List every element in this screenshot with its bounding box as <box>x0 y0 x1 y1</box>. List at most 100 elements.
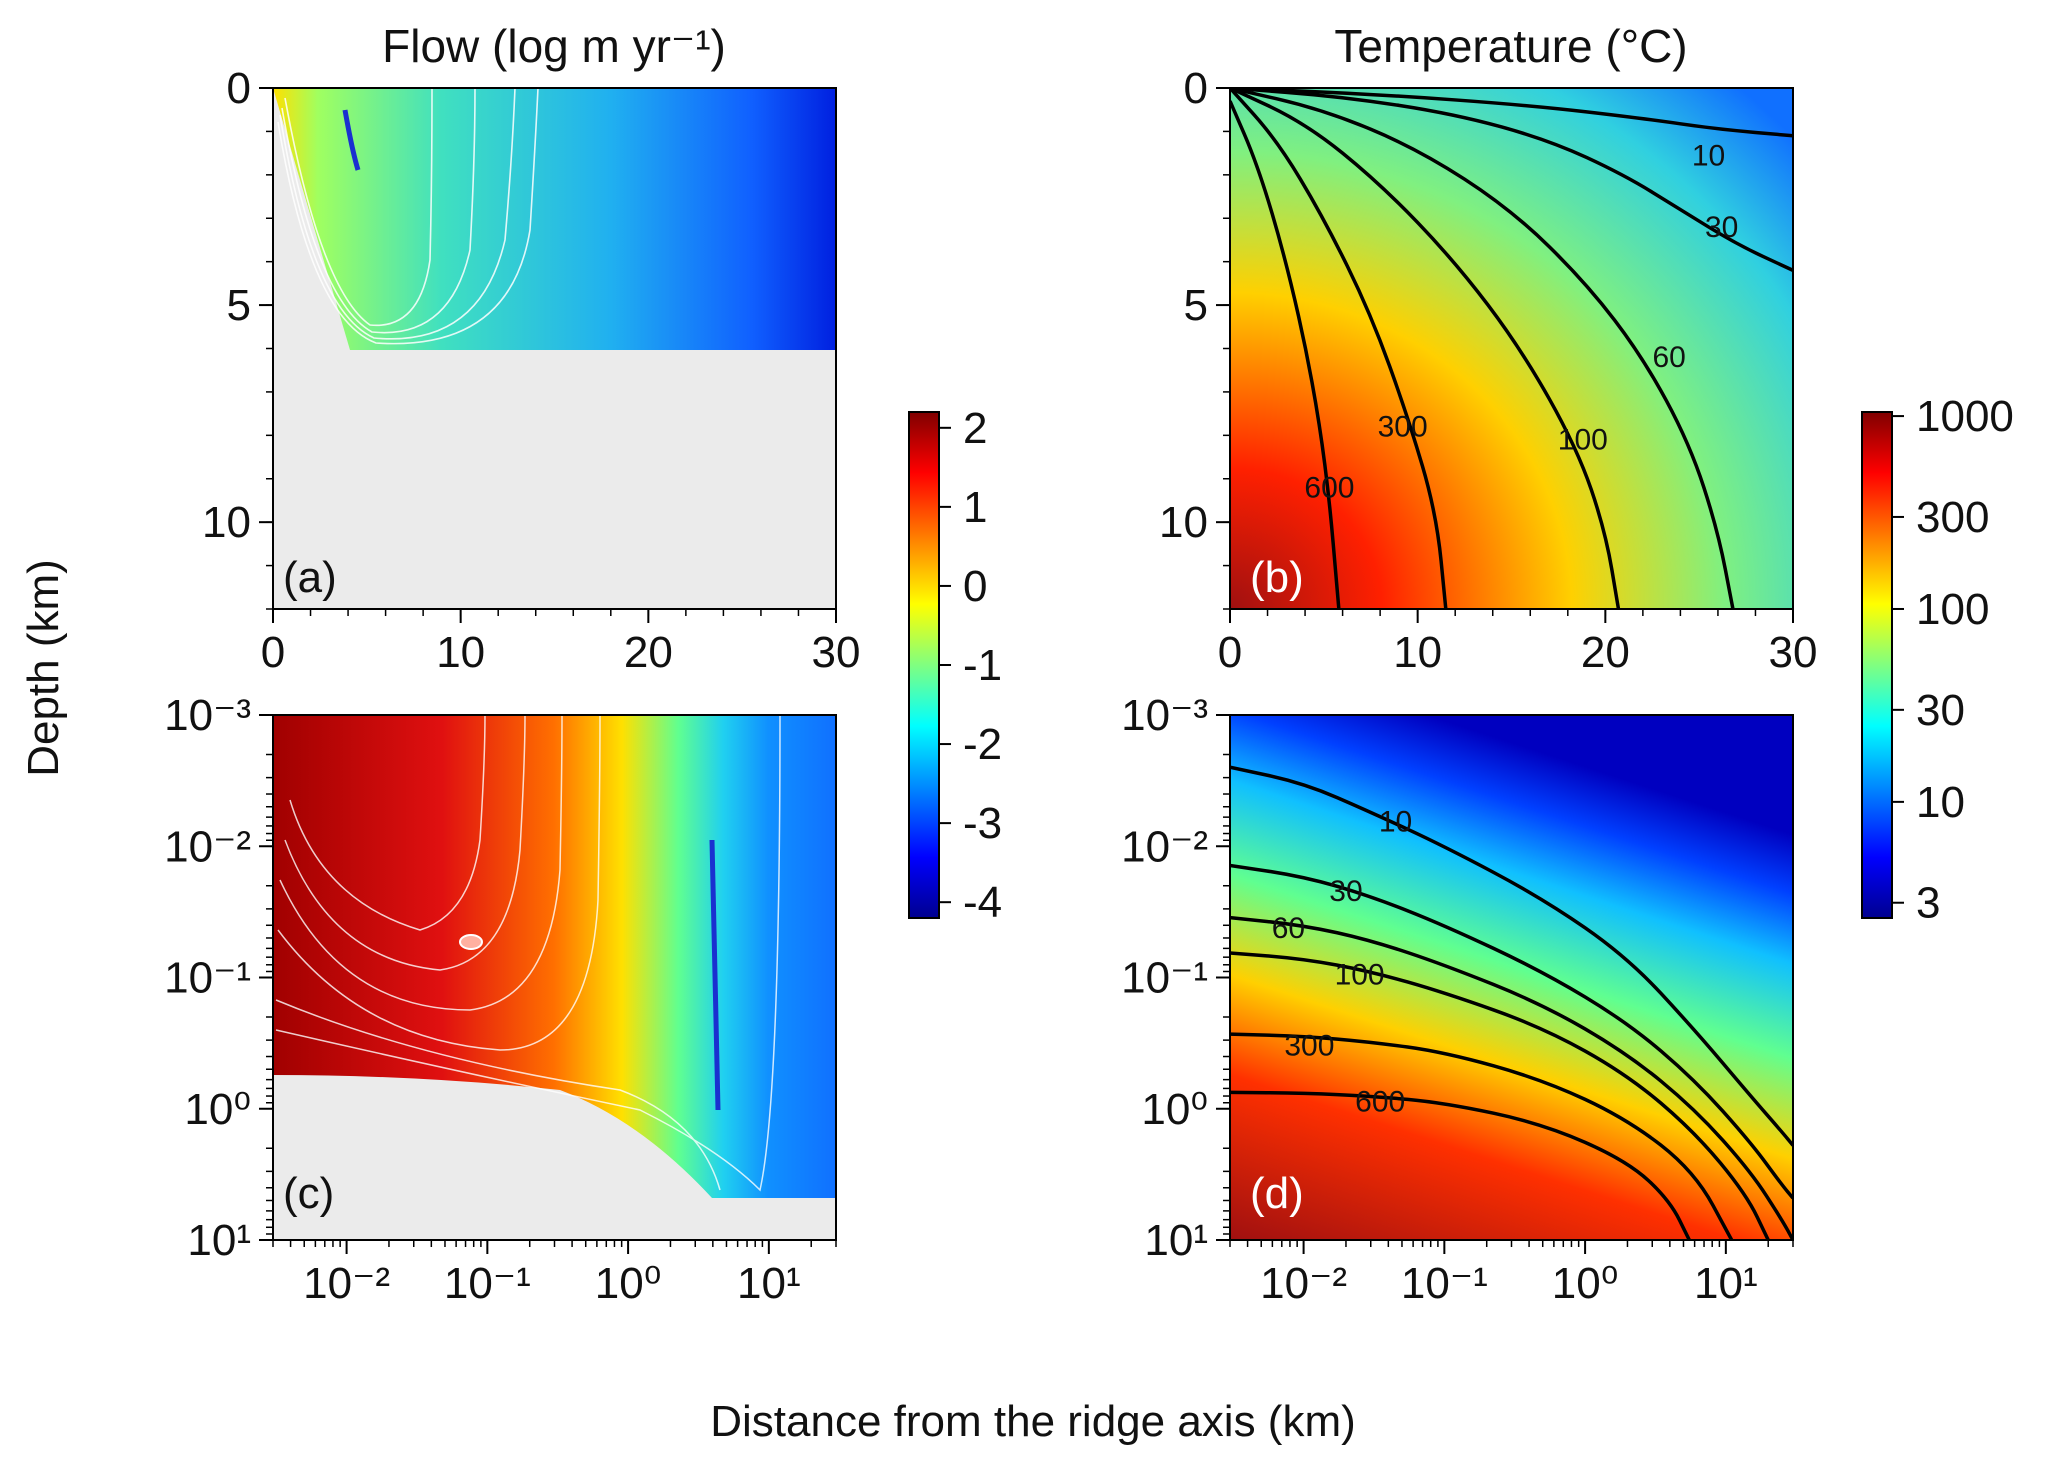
panel-a-x-tick-label: 30 <box>812 628 861 677</box>
panel-b-isotherm-label-300: 300 <box>1378 411 1428 444</box>
colorbar-temperature-tick-label: 100 <box>1916 585 1989 634</box>
panel-b-isotherm-10 <box>1230 88 1793 138</box>
panel-d-isotherm-label-300: 300 <box>1284 1030 1334 1063</box>
panel-d-isotherm-label-60: 60 <box>1272 912 1305 945</box>
panel-b-isotherm-label-100: 100 <box>1558 424 1608 457</box>
colorbar-flow-tick-label: 2 <box>963 404 987 453</box>
panel-a-streamlines <box>277 88 539 345</box>
panel-c-y-tick-label: 10¹ <box>187 1216 251 1265</box>
panel-d-temperature-field <box>1230 715 1793 1240</box>
panel-a-y-tick-label: 0 <box>227 64 251 113</box>
panel-c: (c) <box>272 714 837 1241</box>
colorbar-temperature-tick-label: 30 <box>1916 686 1965 735</box>
panel-a: (a) <box>272 87 837 610</box>
panel-b-x-tick-label: 30 <box>1769 628 1818 677</box>
panel-c-x-tick-label: 10¹ <box>737 1259 801 1308</box>
panel-a-x-tick-label: 0 <box>261 628 285 677</box>
panel-d-y-tick-label: 10⁻³ <box>1121 691 1208 740</box>
panel-b-isotherm-60 <box>1230 88 1735 609</box>
panel-b-x-tick-label: 0 <box>1218 628 1242 677</box>
colorbar-temperature-ticks: 1000 300 100 30 10 3 <box>1892 392 2014 928</box>
y-axis-title: Depth (km) <box>19 559 68 777</box>
colorbar-flow: 2 1 0 -1 -2 -3 -4 <box>908 404 1002 927</box>
colorbar-temperature-tick-label: 3 <box>1916 879 1940 928</box>
panel-d-letter: (d) <box>1250 1169 1304 1218</box>
colorbar-flow-tick-label: -1 <box>963 641 1002 690</box>
panel-b-isotherm-label-10: 10 <box>1692 139 1725 172</box>
colorbar-flow-tick-label: -4 <box>963 878 1002 927</box>
panel-b-isotherm-600 <box>1230 100 1341 609</box>
panel-d-y-tick-label: 10¹ <box>1144 1216 1208 1265</box>
panel-c-flow-field <box>273 715 836 1198</box>
panel-b-title: Temperature (°C) <box>1334 20 1687 72</box>
panel-d-isotherm-60 <box>1230 915 1793 1240</box>
colorbar-temperature-ramp <box>1861 411 1893 919</box>
panel-c-x-tick-label: 10⁻² <box>303 1259 390 1308</box>
panel-a-x-tick-label: 20 <box>624 628 673 677</box>
colorbar-temperature-tick-label: 1000 <box>1916 392 2014 441</box>
panel-b-y-tick-label: 10 <box>1159 498 1208 547</box>
panel-b-isotherm-30 <box>1230 88 1793 272</box>
panel-d-isotherm-10 <box>1230 765 1793 1147</box>
panel-d-isotherm-label-10: 10 <box>1379 806 1412 839</box>
panel-c-y-tick-label: 10⁰ <box>184 1085 251 1134</box>
colorbar-flow-tick-label: 1 <box>963 483 987 532</box>
panel-a-flow-field <box>273 88 836 350</box>
colorbar-flow-tick-label: -2 <box>963 720 1002 769</box>
panel-c-low-flow-streak <box>709 839 721 1111</box>
colorbar-temperature-tick-label: 300 <box>1916 493 1989 542</box>
panel-c-y-tick-label: 10⁻¹ <box>164 954 251 1003</box>
panel-a-y-tick-label: 10 <box>202 498 251 547</box>
panel-c-letter: (c) <box>283 1169 334 1218</box>
panel-d-isotherm-label-600: 600 <box>1355 1085 1405 1118</box>
panel-d-y-tick-label: 10⁻¹ <box>1121 954 1208 1003</box>
panel-b-isotherms: 10 30 60 100 300 600 <box>1230 88 1793 609</box>
panel-c-flow-maximum-marker <box>459 934 483 950</box>
colorbar-flow-tick-label: 0 <box>963 562 987 611</box>
panel-d-x-tick-label: 10⁰ <box>1552 1259 1619 1308</box>
panel-d-x-tick-label: 10⁻² <box>1260 1259 1347 1308</box>
panel-d-isotherm-600 <box>1230 1090 1691 1240</box>
panel-b-x-tick-label: 10 <box>1393 628 1442 677</box>
panel-b-letter: (b) <box>1250 553 1304 602</box>
panel-d: 10 30 60 100 300 600 (d) <box>1229 714 1794 1241</box>
panel-d-y-tick-label: 10⁻² <box>1121 822 1208 871</box>
panel-c-y-tick-label: 10⁻³ <box>164 691 251 740</box>
panel-d-isotherm-30 <box>1230 863 1793 1200</box>
panel-d-isotherm-300 <box>1230 1032 1734 1240</box>
panel-b-isotherm-100 <box>1230 88 1621 609</box>
panel-c-streamlines <box>275 715 781 1192</box>
panel-d-x-tick-label: 10¹ <box>1694 1259 1758 1308</box>
panel-a-low-flow-streak <box>342 109 361 171</box>
panel-c-x-tick-label: 10⁻¹ <box>444 1259 531 1308</box>
panel-b-y-tick-label: 5 <box>1184 281 1208 330</box>
panel-a-y-tick-label: 5 <box>227 281 251 330</box>
panel-b-isotherm-label-30: 30 <box>1705 211 1738 244</box>
panel-a-title: Flow (log m yr⁻¹) <box>382 20 726 72</box>
colorbar-flow-ticks: 2 1 0 -1 -2 -3 -4 <box>939 404 1002 927</box>
panel-b-x-tick-label: 20 <box>1581 628 1630 677</box>
x-axis-title: Distance from the ridge axis (km) <box>710 1397 1356 1446</box>
panel-c-y-tick-label: 10⁻² <box>164 822 251 871</box>
colorbar-flow-ramp <box>908 411 940 919</box>
panel-d-isotherms: 10 30 60 100 300 600 <box>1230 765 1793 1240</box>
panel-b-isotherm-300 <box>1230 88 1448 609</box>
panel-d-isotherm-label-100: 100 <box>1335 959 1385 992</box>
panel-a-letter: (a) <box>283 553 337 602</box>
colorbar-temperature-tick-label: 10 <box>1916 778 1965 827</box>
panel-d-x-tick-label: 10⁻¹ <box>1401 1259 1488 1308</box>
panel-b-isotherm-label-600: 600 <box>1304 471 1354 504</box>
panel-b-y-tick-label: 0 <box>1184 64 1208 113</box>
panel-b: 10 30 60 100 300 600 (b) <box>1229 87 1794 610</box>
panel-d-isotherm-label-30: 30 <box>1329 875 1362 908</box>
panel-d-isotherm-100 <box>1230 951 1770 1240</box>
panel-a-x-tick-label: 10 <box>436 628 485 677</box>
panel-c-x-tick-label: 10⁰ <box>595 1259 662 1308</box>
colorbar-temperature: 1000 300 100 30 10 3 <box>1861 392 2014 928</box>
colorbar-flow-tick-label: -3 <box>963 799 1002 848</box>
panel-d-y-tick-label: 10⁰ <box>1141 1085 1208 1134</box>
panel-b-temperature-field <box>1230 88 1793 609</box>
panel-b-isotherm-label-60: 60 <box>1652 341 1685 374</box>
